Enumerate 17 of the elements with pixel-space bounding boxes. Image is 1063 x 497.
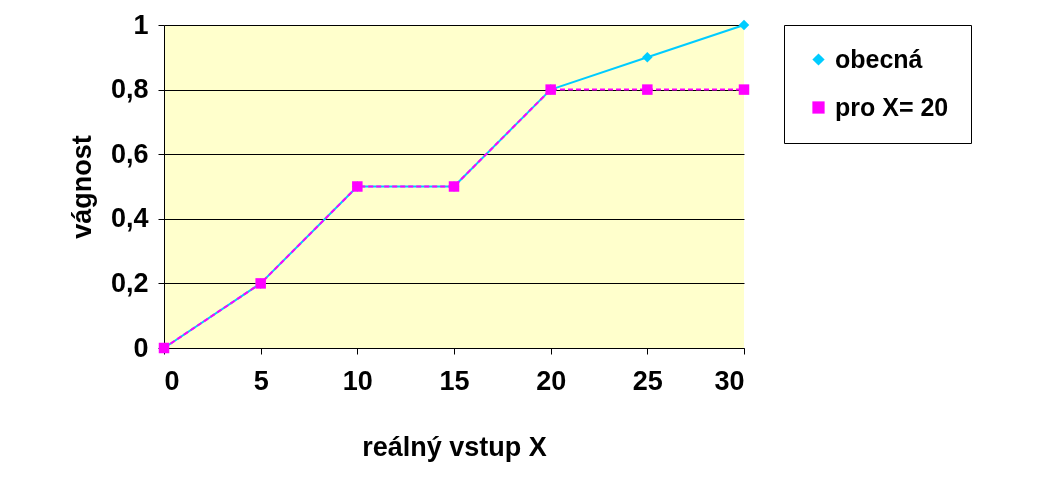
legend-label: pro X= 20: [835, 92, 949, 121]
y-tick-label: 0,6: [110, 138, 149, 169]
x-tick-label: 20: [536, 365, 567, 396]
y-axis-title: vágnost: [66, 135, 97, 239]
y-tick-label: 1: [133, 9, 149, 40]
y-tick-label: 0,4: [110, 203, 149, 234]
y-tick-label: 0,8: [110, 74, 149, 105]
x-tick-label: 10: [342, 365, 373, 396]
x-tick-label: 25: [632, 365, 663, 396]
x-tick-label: 15: [439, 365, 470, 396]
x-tick-label: 30: [714, 365, 745, 396]
y-tick-label: 0: [133, 332, 149, 363]
x-tick-label: 0: [164, 365, 180, 396]
x-tick-label: 5: [253, 365, 269, 396]
legend-label: obecná: [835, 44, 923, 73]
x-axis-title: reálný vstup X: [362, 431, 547, 462]
y-tick-label: 0,2: [110, 267, 149, 298]
